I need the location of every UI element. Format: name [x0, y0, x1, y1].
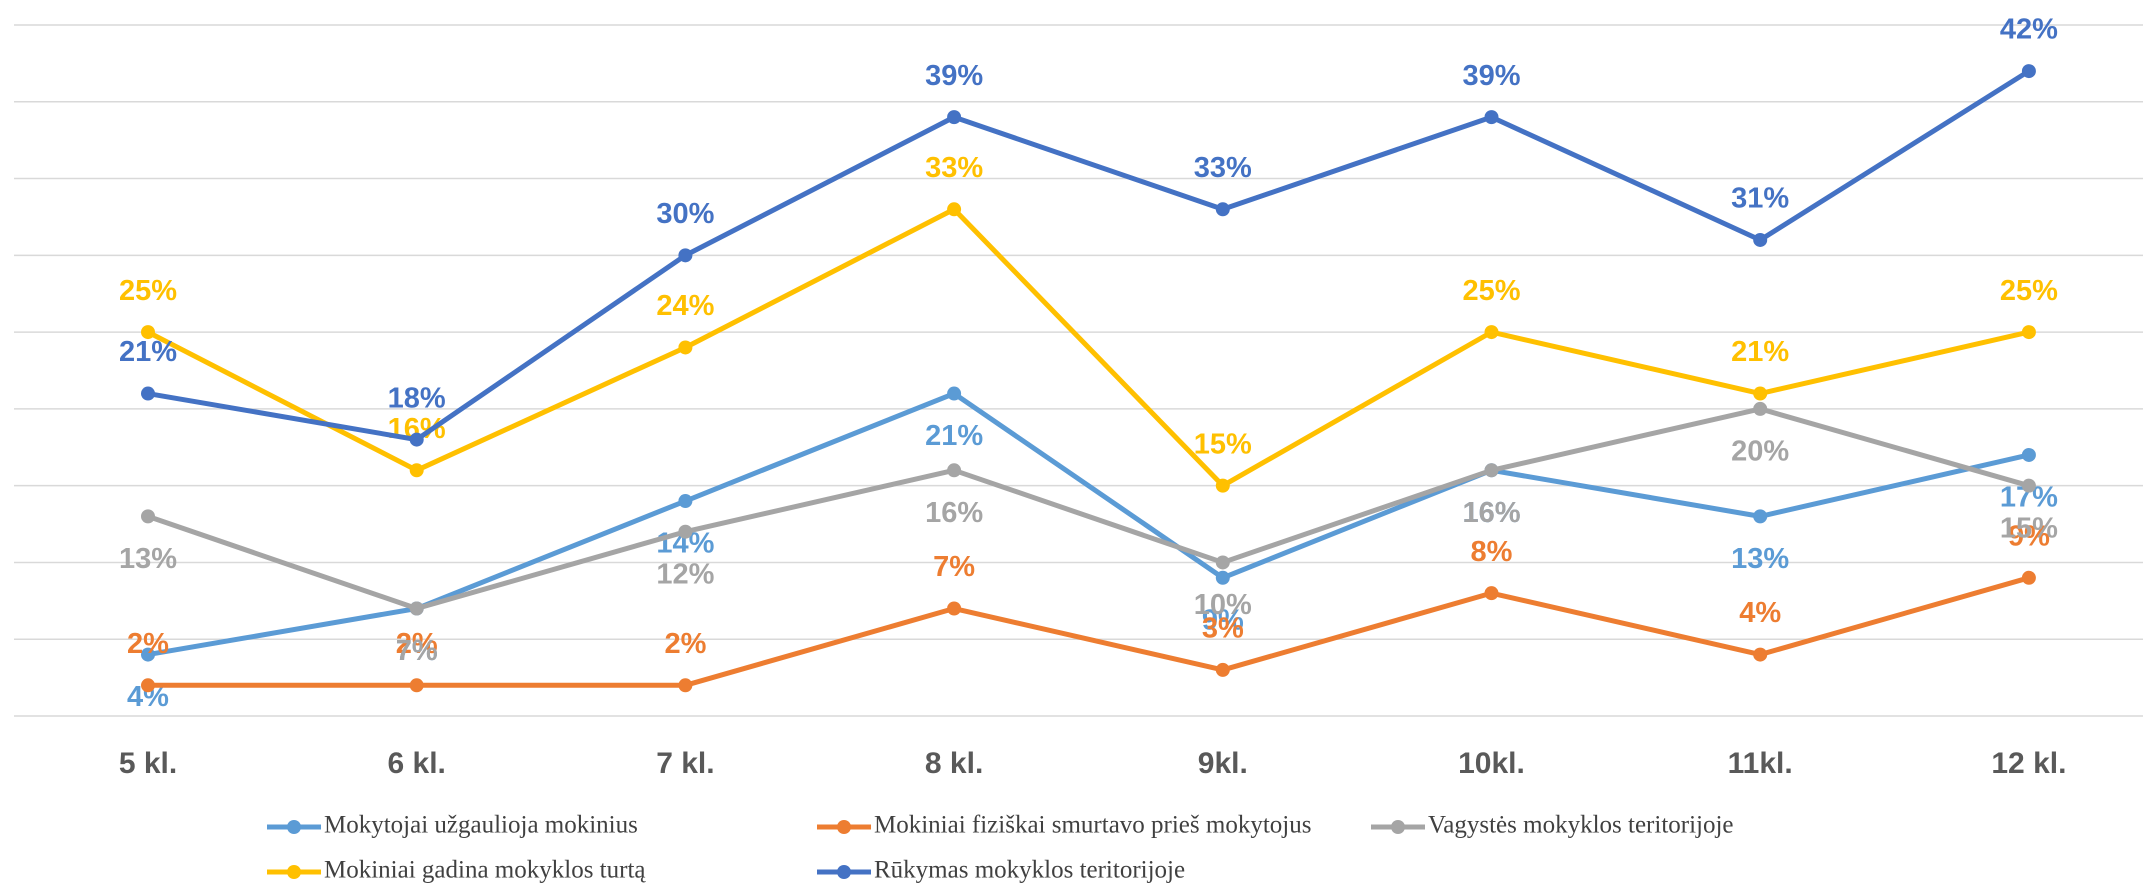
data-point [678, 248, 693, 263]
data-point [2021, 570, 2036, 585]
x-tick-label: 6 kl. [388, 747, 446, 780]
value-label: 2% [396, 628, 438, 660]
value-label: 33% [1194, 152, 1252, 184]
value-label: 21% [925, 420, 983, 452]
data-point [141, 678, 155, 693]
value-label: 10% [1194, 589, 1252, 621]
data-point [1215, 570, 1230, 585]
data-point [2021, 447, 2036, 462]
data-point [947, 386, 962, 401]
value-label: 21% [119, 336, 177, 368]
legend-marker [837, 865, 851, 879]
legend-label: Rūkymas mokyklos teritorijoje [874, 857, 1185, 884]
data-point [409, 432, 424, 447]
data-point [409, 463, 424, 478]
value-label: 9% [2008, 520, 2050, 552]
data-point [678, 340, 693, 355]
value-label: 7% [933, 551, 975, 583]
value-label: 13% [119, 543, 177, 575]
data-point [947, 463, 962, 478]
x-tick-label: 8 kl. [925, 747, 983, 780]
series-line [147, 68, 2031, 443]
data-point [947, 601, 962, 616]
data-point [678, 678, 693, 693]
value-label: 15% [1194, 428, 1252, 460]
series-line [147, 406, 2030, 612]
legend-label: Mokiniai fiziškai smurtavo prieš mokytoj… [874, 812, 1311, 839]
data-point [1753, 647, 1768, 662]
value-label: 15% [2000, 512, 2058, 544]
value-label: 13% [1731, 543, 1789, 575]
x-tick-label: 9kl. [1198, 747, 1248, 780]
data-point [2021, 325, 2036, 340]
value-label: 25% [2000, 275, 2058, 307]
value-label: 31% [1731, 183, 1789, 215]
x-tick-label: 5 kl. [119, 747, 177, 780]
data-point [947, 110, 962, 125]
series-line [147, 391, 2030, 658]
data-point [1484, 325, 1499, 340]
value-label: 7% [396, 635, 438, 667]
data-point [2021, 64, 2036, 79]
legend-marker [287, 820, 301, 834]
legend-marker [1391, 820, 1405, 834]
series-line [148, 575, 2030, 688]
value-label: 21% [1731, 336, 1789, 368]
data-point [409, 601, 424, 616]
legend-marker [287, 865, 301, 879]
data-point [141, 325, 155, 340]
data-point [409, 678, 424, 693]
data-point [2021, 478, 2036, 493]
data-point [1753, 509, 1768, 524]
value-label: 2% [664, 628, 706, 660]
data-point [1753, 386, 1768, 401]
value-label: 3% [1202, 613, 1244, 645]
value-label: 42% [2000, 14, 2058, 46]
data-point [1215, 662, 1230, 677]
data-point [141, 509, 155, 524]
legend-label: Vagystės mokyklos teritorijoje [1428, 812, 1734, 839]
value-label: 30% [656, 198, 714, 230]
value-label: 12% [656, 558, 714, 590]
data-point [1215, 555, 1230, 570]
value-label: 39% [925, 60, 983, 92]
data-point [678, 494, 693, 509]
data-point [1484, 110, 1499, 125]
value-label: 33% [925, 152, 983, 184]
value-label: 2% [127, 628, 169, 660]
value-label: 4% [1739, 597, 1781, 629]
data-point [1215, 202, 1230, 217]
value-label: 25% [119, 275, 177, 307]
data-point [1484, 463, 1499, 478]
value-label: 16% [1462, 497, 1520, 529]
value-label: 16% [925, 497, 983, 529]
value-label: 7% [396, 635, 438, 667]
value-label: 39% [1462, 60, 1520, 92]
data-point [947, 202, 962, 217]
x-tick-label: 12 kl. [1991, 747, 2066, 780]
value-label: 25% [1462, 275, 1520, 307]
value-label: 8% [1471, 536, 1513, 568]
value-label: 18% [388, 382, 446, 414]
data-point [678, 524, 693, 539]
data-point [141, 386, 155, 401]
value-label: 24% [656, 290, 714, 322]
value-label: 20% [1731, 436, 1789, 468]
legend-label: Mokytojai užgaulioja mokinius [324, 812, 638, 839]
value-label: 16% [1462, 497, 1520, 529]
data-point [141, 647, 155, 662]
legend-label: Mokiniai gadina mokyklos turtą [324, 857, 646, 884]
series-line [146, 206, 2030, 489]
x-tick-label: 7 kl. [656, 747, 714, 780]
data-point [1753, 232, 1768, 247]
x-tick-label: 10kl. [1458, 747, 1525, 780]
data-point [1484, 586, 1499, 601]
legend-marker [837, 820, 851, 834]
value-label: 9% [1202, 604, 1244, 636]
data-point [1753, 401, 1768, 416]
x-tick-label: 11kl. [1728, 747, 1793, 780]
data-point [1215, 478, 1230, 493]
